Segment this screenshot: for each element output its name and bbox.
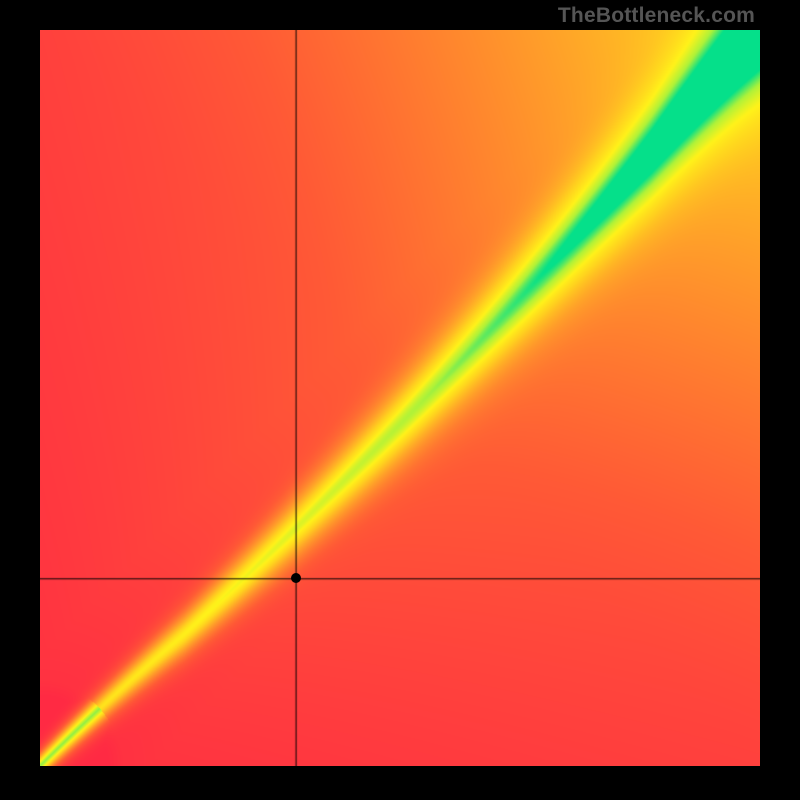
chart-container: TheBottleneck.com xyxy=(0,0,800,800)
overlay-canvas xyxy=(40,30,760,766)
watermark-text: TheBottleneck.com xyxy=(558,4,755,28)
data-point-marker xyxy=(291,573,301,583)
plot-area xyxy=(40,30,760,766)
